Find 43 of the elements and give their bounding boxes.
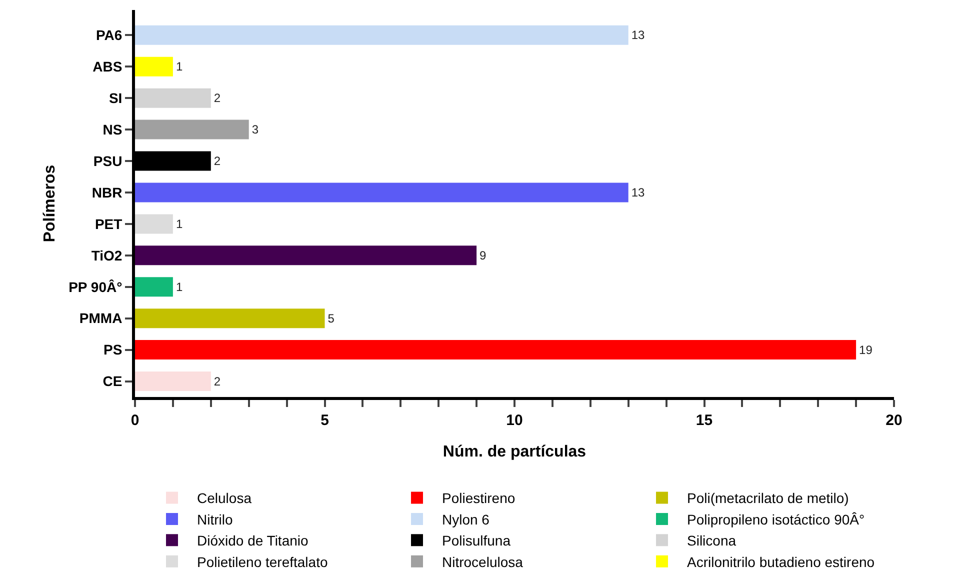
data-label: 1 xyxy=(176,216,183,231)
y-tick-label: PMMA xyxy=(79,310,122,326)
x-tick-label: 15 xyxy=(696,412,713,429)
data-label: 2 xyxy=(214,154,221,168)
x-tick-label: 10 xyxy=(506,412,523,429)
data-label: 2 xyxy=(214,91,221,106)
y-tick-label: NS xyxy=(102,121,122,138)
data-label: 3 xyxy=(252,122,259,137)
data-label: 19 xyxy=(859,342,873,357)
legend-label: Nylon 6 xyxy=(442,511,490,528)
data-label: 1 xyxy=(176,60,183,74)
data-label: 2 xyxy=(214,374,221,388)
y-tick-label: PSU xyxy=(93,152,122,169)
legend-label: Nitrocelulosa xyxy=(442,554,524,570)
y-tick-label: CE xyxy=(102,373,122,390)
legend-label: Celulosa xyxy=(197,490,252,506)
data-label: 1 xyxy=(176,280,183,294)
data-label: 13 xyxy=(631,185,646,200)
y-tick-label: SI xyxy=(108,90,122,106)
x-tick-label: 0 xyxy=(130,412,140,429)
y-tick-label: PA6 xyxy=(96,27,122,44)
data-label: 9 xyxy=(480,248,487,262)
x-tick-label: 5 xyxy=(320,412,329,429)
y-tick-label: PP 90Â° xyxy=(68,278,122,295)
y-tick-label: NBR xyxy=(92,184,122,200)
legend-label: Acrilonitrilo butadieno estireno xyxy=(687,554,875,570)
legend-label: Poliestireno xyxy=(442,490,516,506)
legend-label: Dióxido de Titanio xyxy=(197,532,309,549)
data-label: 13 xyxy=(631,28,646,42)
data-label: 5 xyxy=(328,311,335,326)
x-tick-label: 20 xyxy=(886,412,902,429)
legend-label: Polisulfuna xyxy=(442,532,511,549)
x-axis-title: Núm. de partículas xyxy=(442,444,586,461)
y-axis-title: Polímeros xyxy=(42,164,59,242)
y-tick-label: PET xyxy=(94,216,123,232)
legend-label: Poli(metacrilato de metilo) xyxy=(687,490,849,506)
y-tick-label: PS xyxy=(104,342,122,358)
legend-label: Polietileno tereftalato xyxy=(197,554,328,570)
legend-label: Silicona xyxy=(687,532,736,549)
legend-label: Nitrilo xyxy=(197,511,233,528)
y-tick-label: ABS xyxy=(92,58,122,75)
y-tick-label: TiO2 xyxy=(91,247,122,264)
legend-label: Polipropileno isotáctico 90Â° xyxy=(687,511,865,528)
